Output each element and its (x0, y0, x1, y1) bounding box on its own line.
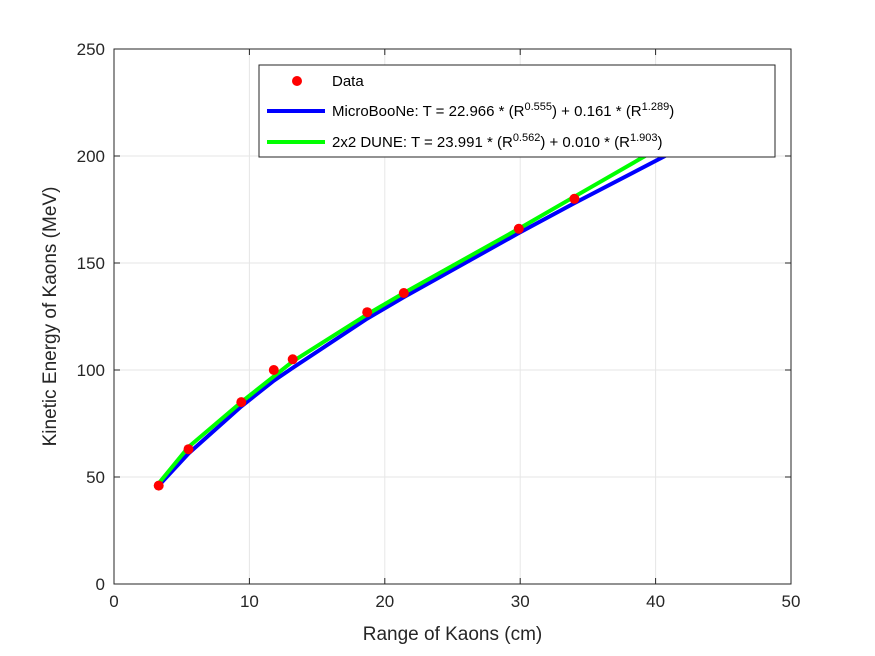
plot-frame (113, 48, 792, 585)
legend-equation-part: ) (669, 103, 674, 120)
fit-curves (157, 152, 671, 487)
legend: Data MicroBooNe: T = 22.966 * (R0.555) +… (258, 64, 776, 158)
x-axis-label: Range of Kaons (cm) (363, 624, 543, 645)
y-tick-label: 250 (77, 40, 105, 59)
legend-equation-part: T = 22.966 * (R (423, 103, 525, 120)
legend-marker-data (292, 76, 302, 86)
y-tick-label: 200 (77, 147, 105, 166)
x-tick-label: 40 (646, 592, 665, 611)
x-axis-ticks: 0 10 20 30 40 50 (109, 49, 800, 611)
x-tick-label: 20 (375, 592, 394, 611)
fit-line-microboone (157, 152, 671, 487)
fit-line-2x2-dune (157, 152, 650, 485)
legend-exponent: 0.562 (513, 132, 541, 144)
legend-colon: : (403, 134, 411, 151)
legend-colon: : (415, 103, 423, 120)
legend-label-2x2-dune: 2x2 DUNE: T = 23.991 * (R0.562) + 0.010 … (332, 132, 663, 151)
data-point (362, 307, 373, 318)
data-point (513, 223, 524, 234)
legend-exponent: 0.555 (524, 101, 552, 113)
legend-series-name: MicroBooNe (332, 103, 415, 120)
legend-equation-part: ) (658, 134, 663, 151)
y-tick-label: 0 (96, 575, 105, 594)
data-point (287, 354, 298, 365)
x-tick-label: 10 (240, 592, 259, 611)
x-tick-label: 50 (782, 592, 801, 611)
data-point (268, 365, 279, 375)
y-tick-label: 100 (77, 361, 105, 380)
legend-equation-part: T = 23.991 * (R (411, 134, 513, 151)
y-axis-ticks: 0 50 100 150 200 250 (77, 40, 791, 594)
legend-box (258, 64, 776, 158)
legend-exponent: 1.903 (630, 132, 658, 144)
data-point (569, 193, 580, 204)
legend-label-microboone: MicroBooNe: T = 22.966 * (R0.555) + 0.16… (332, 101, 674, 120)
data-point (398, 288, 409, 298)
y-tick-label: 50 (86, 468, 105, 487)
data-point (153, 480, 164, 491)
y-tick-label: 150 (77, 254, 105, 273)
legend-label-data: Data (332, 73, 364, 90)
data-points (153, 193, 580, 491)
legend-equation-part: ) + 0.161 * (R (552, 103, 642, 120)
legend-equation-part: ) + 0.010 * (R (540, 134, 630, 151)
y-axis-label: Kinetic Energy of Kaons (MeV) (40, 187, 61, 447)
x-tick-label: 30 (511, 592, 530, 611)
data-point (236, 397, 247, 408)
data-point (183, 444, 194, 455)
x-tick-label: 0 (109, 592, 118, 611)
legend-exponent: 1.289 (642, 101, 670, 113)
legend-series-name: 2x2 DUNE (332, 134, 403, 151)
